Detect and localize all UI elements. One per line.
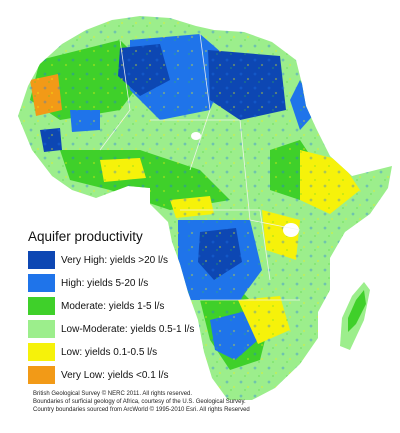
map-legend: Aquifer productivity Very High: yields >… xyxy=(28,229,228,388)
legend-label: Very Low: yields <0.1 l/s xyxy=(61,369,169,381)
legend-items: Very High: yields >20 l/s High: yields 5-… xyxy=(28,250,228,385)
legend-item: Moderate: yields 1-5 l/s xyxy=(28,296,228,316)
country-border xyxy=(99,39,131,151)
legend-swatch xyxy=(28,297,55,315)
country-border xyxy=(189,33,211,171)
legend-swatch xyxy=(28,366,55,384)
country-border xyxy=(239,119,301,231)
legend-label: Low: yields 0.1-0.5 l/s xyxy=(61,346,158,358)
legend-item: Very Low: yields <0.1 l/s xyxy=(28,365,228,385)
lake-victoria xyxy=(283,223,299,237)
legend-swatch xyxy=(28,343,55,361)
credit-line-3: Country boundaries sourced from ArcWorld… xyxy=(33,406,250,413)
country-border xyxy=(180,209,271,281)
lake-chad xyxy=(191,132,201,140)
legend-label: Moderate: yields 1-5 l/s xyxy=(61,300,165,312)
legend-swatch xyxy=(28,320,55,338)
legend-item: Low-Moderate: yields 0.5-1 l/s xyxy=(28,319,228,339)
legend-swatch xyxy=(28,274,55,292)
legend-title: Aquifer productivity xyxy=(28,229,143,244)
madagascar-moderate xyxy=(348,290,366,332)
legend-label: High: yields 5-20 l/s xyxy=(61,277,149,289)
credits: British Geological Survey © NERC 2011. A… xyxy=(33,391,393,414)
credit-line-1: British Geological Survey © NERC 2011. A… xyxy=(33,391,193,397)
legend-label: Low-Moderate: yields 0.5-1 l/s xyxy=(61,323,195,335)
legend-item: High: yields 5-20 l/s xyxy=(28,273,228,293)
legend-swatch xyxy=(28,251,55,269)
legend-label: Very High: yields >20 l/s xyxy=(61,254,168,266)
credit-line-2: Boundaries of surficial geology of Afric… xyxy=(33,398,246,405)
legend-item: Low: yields 0.1-0.5 l/s xyxy=(28,342,228,362)
legend-item: Very High: yields >20 l/s xyxy=(28,250,228,270)
